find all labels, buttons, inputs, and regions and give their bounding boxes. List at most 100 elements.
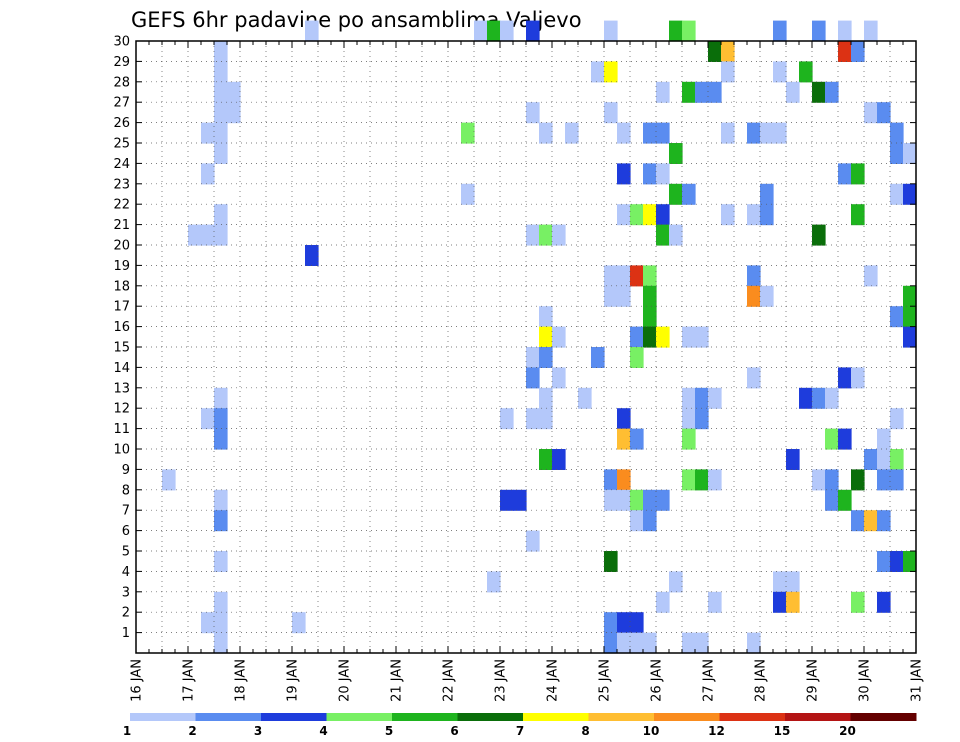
heatmap-cell <box>526 367 540 389</box>
heatmap-cell <box>643 285 657 307</box>
heatmap-cell <box>890 183 904 205</box>
heatmap-cell <box>591 61 605 83</box>
heatmap-cell <box>487 20 501 42</box>
heatmap-cell <box>630 612 644 634</box>
heatmap-cells <box>162 20 917 654</box>
heatmap-cell <box>838 367 852 389</box>
heatmap-cell <box>643 204 657 226</box>
heatmap-cell <box>214 551 228 572</box>
heatmap-cell <box>227 102 241 124</box>
heatmap-cell <box>214 408 228 430</box>
heatmap-cell <box>656 326 670 348</box>
heatmap-cell <box>838 20 852 42</box>
heatmap-cell <box>214 489 228 511</box>
colorbar-swatch <box>195 713 262 721</box>
heatmap-cell <box>721 122 735 144</box>
y-tick-label: 16 <box>113 320 130 335</box>
y-tick-label: 6 <box>122 524 130 539</box>
heatmap-cell <box>617 489 631 511</box>
heatmap-cell <box>864 20 878 42</box>
heatmap-cell <box>695 408 709 430</box>
heatmap-cell <box>539 122 553 144</box>
heatmap-cell <box>214 632 228 654</box>
y-tick-label: 12 <box>113 402 130 417</box>
heatmap-cell <box>682 81 696 103</box>
y-tick-label: 20 <box>113 239 130 254</box>
heatmap-cell <box>526 530 540 552</box>
heatmap-cell <box>669 224 683 246</box>
colorbar-swatch <box>261 713 327 721</box>
heatmap-cell <box>643 510 657 532</box>
y-tick-label: 19 <box>113 259 130 274</box>
heatmap-cell <box>747 204 761 226</box>
x-tick-label: 20 JAN <box>338 659 353 702</box>
x-tick-label: 16 JAN <box>130 659 145 702</box>
heatmap-cell <box>656 163 670 185</box>
colorbar-label: 15 <box>774 724 791 738</box>
heatmap-cell <box>630 204 644 226</box>
y-tick-label: 30 <box>113 35 130 50</box>
heatmap-cell <box>539 306 553 328</box>
heatmap-cell <box>838 489 852 511</box>
heatmap-cell <box>214 510 228 532</box>
heatmap-cell <box>682 469 696 491</box>
heatmap-cell <box>890 551 904 572</box>
y-tick-label: 14 <box>113 361 130 376</box>
y-tick-label: 17 <box>113 300 130 315</box>
heatmap-cell <box>617 408 631 430</box>
heatmap-cell <box>214 387 228 409</box>
heatmap-cell <box>682 408 696 430</box>
heatmap-cell <box>201 163 215 185</box>
heatmap-cell <box>305 245 319 266</box>
heatmap-cell <box>201 224 215 246</box>
heatmap-cell <box>214 612 228 634</box>
heatmap-cell <box>812 81 826 103</box>
heatmap-cell <box>695 81 709 103</box>
colorbar-swatch <box>326 713 393 721</box>
colorbar-swatch <box>654 713 720 721</box>
heatmap-cell <box>162 469 176 491</box>
heatmap-cell <box>903 183 917 205</box>
heatmap-cell <box>851 367 865 389</box>
heatmap-cell <box>305 20 319 42</box>
heatmap-cell <box>903 143 917 164</box>
heatmap-cell <box>604 612 618 634</box>
x-tick-label: 25 JAN <box>598 659 613 702</box>
heatmap-cell <box>669 20 683 42</box>
heatmap-cell <box>773 122 787 144</box>
heatmap-cell <box>708 591 722 613</box>
heatmap-cell <box>552 367 566 389</box>
heatmap-cell <box>539 224 553 246</box>
heatmap-cell <box>617 122 631 144</box>
heatmap-cell <box>656 122 670 144</box>
heatmap-cell <box>682 428 696 450</box>
colorbar-label: 5 <box>385 724 393 738</box>
heatmap-cell <box>890 122 904 144</box>
y-axis-ticks: 1234567891011121314151617181920212223242… <box>113 35 916 641</box>
colorbar-label: 10 <box>643 724 660 738</box>
y-tick-label: 8 <box>122 483 130 498</box>
heatmap-cell <box>474 20 488 42</box>
heatmap-cell <box>682 387 696 409</box>
heatmap-cell <box>630 632 644 654</box>
x-tick-label: 29 JAN <box>806 659 821 702</box>
x-tick-label: 22 JAN <box>442 659 457 702</box>
x-tick-label: 19 JAN <box>286 659 301 702</box>
heatmap-cell <box>812 20 826 42</box>
heatmap-cell <box>877 449 891 470</box>
colorbar-swatch <box>719 713 786 721</box>
heatmap-cell <box>786 81 800 103</box>
heatmap-cell <box>903 285 917 307</box>
heatmap-cell <box>747 285 761 307</box>
heatmap-cell <box>851 591 865 613</box>
heatmap-cell <box>617 163 631 185</box>
heatmap-cell <box>864 510 878 532</box>
heatmap-cell <box>656 224 670 246</box>
heatmap-cell <box>708 387 722 409</box>
heatmap-cell <box>617 204 631 226</box>
heatmap-cell <box>851 469 865 491</box>
heatmap-cell <box>461 122 475 144</box>
y-tick-label: 3 <box>122 585 130 600</box>
heatmap-cell <box>214 143 228 164</box>
